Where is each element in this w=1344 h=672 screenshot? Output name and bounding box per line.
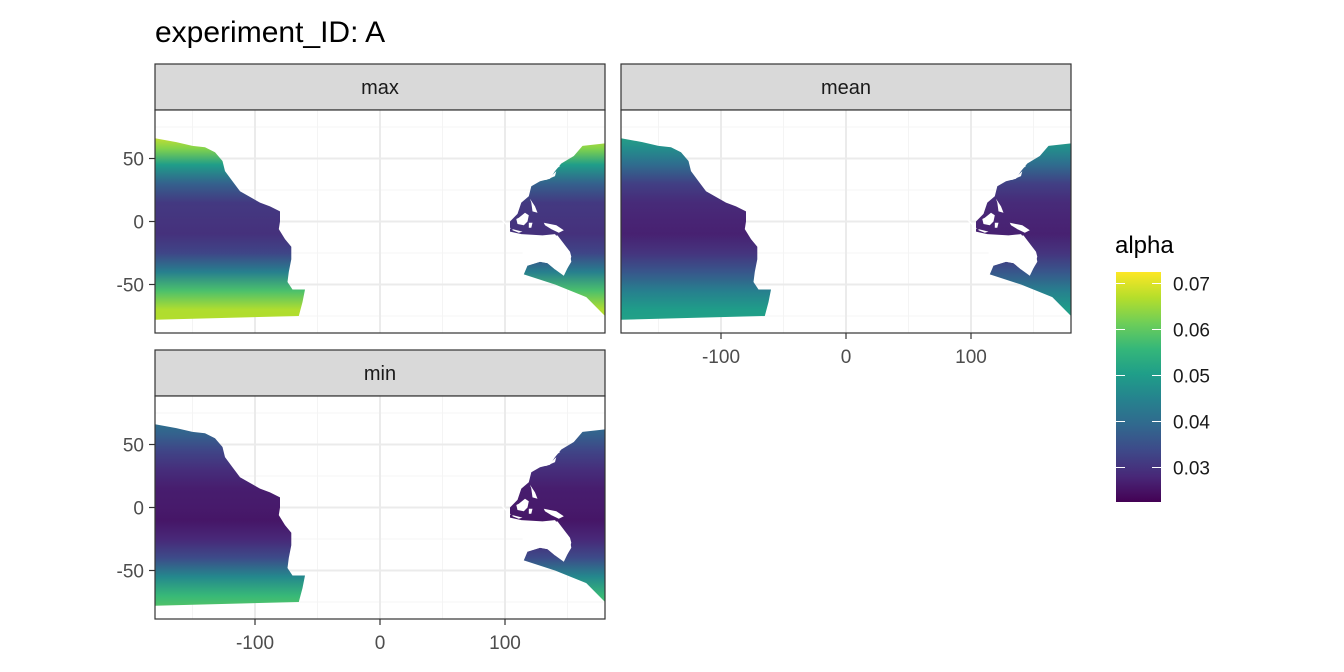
island-landmass xyxy=(512,229,523,233)
island-landmass xyxy=(964,215,978,230)
legend-title: alpha xyxy=(1115,232,1174,259)
facet-panel-min: min -50 0 50 -100 0 100 xyxy=(117,349,606,654)
ocean-field xyxy=(155,424,605,606)
island-landmass xyxy=(516,498,529,512)
facet-panel-max: max -50 0 50 xyxy=(117,63,606,334)
y-tick-label: 50 xyxy=(123,436,144,457)
y-tick-label: 0 xyxy=(133,213,144,234)
island-landmass xyxy=(498,501,512,516)
island-landmass xyxy=(556,450,560,455)
island-landmass xyxy=(994,222,999,228)
legend-label: 0.04 xyxy=(1173,413,1210,434)
island-landmass xyxy=(512,515,523,519)
ocean-field xyxy=(155,138,605,320)
facet-strip-label: mean xyxy=(821,77,871,99)
island-landmass xyxy=(498,215,512,230)
island-landmass xyxy=(1008,171,1023,180)
legend-label: 0.05 xyxy=(1173,367,1210,388)
east-pacific-cells xyxy=(155,138,305,320)
island-landmass xyxy=(543,222,564,233)
x-tick-label: 0 xyxy=(841,347,852,368)
island-landmass xyxy=(530,484,538,499)
island-landmass xyxy=(996,198,1004,213)
island-landmass xyxy=(543,508,564,519)
facet-strip-label: min xyxy=(364,363,396,385)
facet-strip xyxy=(154,349,606,397)
island-landmass xyxy=(542,457,557,466)
facet-panel-mean: mean -100 0 100 xyxy=(620,63,1072,368)
island-landmass xyxy=(978,229,989,233)
island-landmass xyxy=(528,222,533,228)
island-landmass xyxy=(530,198,538,213)
legend-label: 0.06 xyxy=(1173,321,1210,342)
island-landmass xyxy=(516,212,529,226)
legend-label: 0.07 xyxy=(1173,275,1210,296)
island-landmass xyxy=(1022,164,1026,169)
legend-colorbar xyxy=(1116,272,1161,502)
australia-landmass xyxy=(522,235,572,271)
x-tick-label: 0 xyxy=(375,633,386,654)
y-tick-label: 50 xyxy=(123,150,144,171)
island-landmass xyxy=(1009,222,1030,233)
y-tick-label: -50 xyxy=(117,561,144,582)
chart-title: experiment_ID: A xyxy=(155,16,385,49)
island-landmass xyxy=(542,171,557,180)
x-tick-label: -100 xyxy=(702,347,740,368)
x-tick-label: -100 xyxy=(236,633,274,654)
island-landmass xyxy=(556,164,560,169)
x-tick-label: 100 xyxy=(489,633,521,654)
facet-strip xyxy=(154,63,606,111)
y-tick-label: -50 xyxy=(117,275,144,296)
facet-strip-label: max xyxy=(361,77,399,99)
australia-landmass xyxy=(988,235,1038,271)
island-landmass xyxy=(982,212,995,226)
x-tick-label: 100 xyxy=(955,347,987,368)
island-landmass xyxy=(528,508,533,514)
ocean-field xyxy=(621,138,1071,320)
australia-landmass xyxy=(522,521,572,557)
legend-label: 0.03 xyxy=(1173,459,1210,480)
facet-strip xyxy=(620,63,1072,111)
color-legend: alpha 0.03 0.04 0.05 0.06 0.07 xyxy=(1115,232,1210,502)
y-tick-label: 0 xyxy=(133,499,144,520)
east-pacific-cells xyxy=(155,424,305,606)
east-pacific-cells xyxy=(621,138,771,320)
